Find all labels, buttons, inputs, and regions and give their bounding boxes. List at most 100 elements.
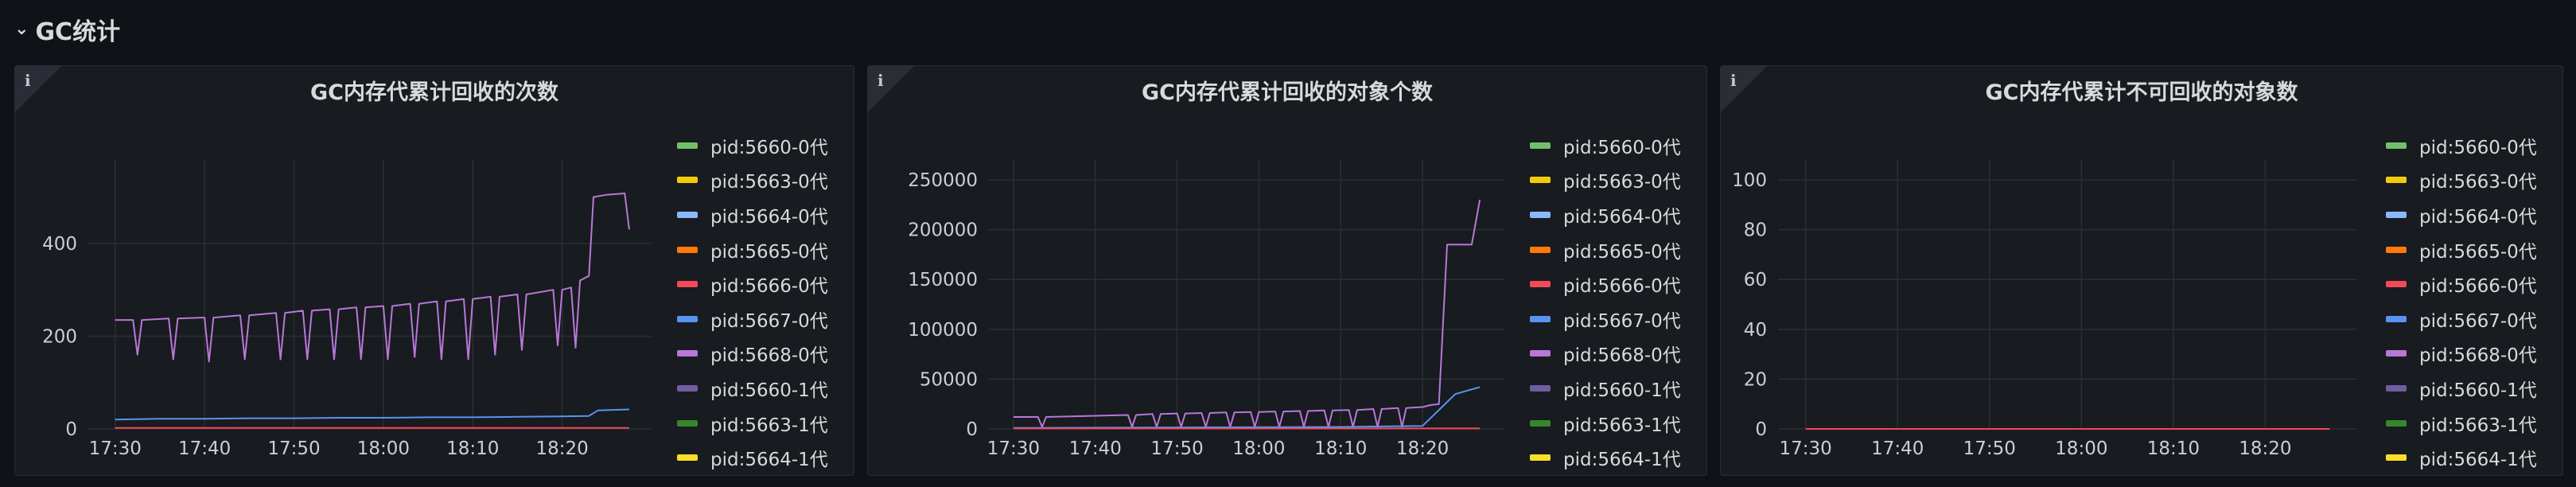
y-tick-label: 200000 <box>908 220 978 241</box>
chart-plot[interactable]: 0 50000 100000 150000 200000 250000 17:30 17:40… <box>868 66 1520 475</box>
info-icon[interactable]: i <box>25 71 31 90</box>
legend-item[interactable]: pid:5665-0代 <box>1530 232 1681 267</box>
legend-item[interactable]: pid:5664-0代 <box>2386 197 2537 232</box>
legend-item[interactable]: pid:5667-0代 <box>1530 302 1681 337</box>
legend-swatch <box>2386 281 2407 288</box>
legend-swatch <box>2386 419 2407 427</box>
info-icon[interactable]: i <box>1730 71 1737 90</box>
legend-swatch <box>677 384 698 392</box>
legend-swatch <box>677 142 698 149</box>
legend-label: pid:5666-0代 <box>2419 276 2537 298</box>
series-line[interactable] <box>115 408 629 421</box>
legend-item[interactable]: pid:5660-0代 <box>1530 128 1681 163</box>
legend-label: pid:5664-0代 <box>1563 206 1681 228</box>
x-tick-label: 18:00 <box>1232 438 1285 459</box>
legend: pid:5660-0代 pid:5663-0代 pid:5664-0代 pid:566… <box>2386 128 2537 475</box>
legend-item[interactable]: pid:5668-0代 <box>1530 337 1681 372</box>
legend-swatch <box>2386 350 2407 357</box>
legend-label: pid:5660-1代 <box>1563 380 1681 401</box>
legend-item[interactable]: pid:5668-0代 <box>677 337 828 372</box>
x-tick-label: 18:20 <box>535 438 588 459</box>
legend-item[interactable]: pid:5666-0代 <box>2386 267 2537 302</box>
legend: pid:5660-0代 pid:5663-0代 pid:5664-0代 pid:566… <box>677 128 828 475</box>
legend-swatch <box>2386 211 2407 218</box>
legend-item[interactable]: pid:5664-0代 <box>677 197 828 232</box>
row-header-gc[interactable]: ⌄ GC统计 <box>14 10 120 49</box>
legend-item[interactable]: pid:5664-1代 <box>2386 440 2537 475</box>
legend-item[interactable]: pid:5660-1代 <box>677 371 828 406</box>
legend-swatch <box>1530 350 1551 357</box>
legend-label: pid:5663-0代 <box>1563 172 1681 193</box>
legend-item[interactable]: pid:5665-0代 <box>677 232 828 267</box>
legend-item[interactable]: pid:5663-0代 <box>677 163 828 198</box>
chart-plot[interactable]: 0 200 400 17:30 17:40 17:50 18:00 18:10 18:20 <box>15 66 667 475</box>
chevron-down-icon[interactable]: ⌄ <box>14 18 29 39</box>
legend-swatch <box>677 419 698 427</box>
x-tick-label: 18:10 <box>446 438 499 459</box>
legend-label: pid:5663-1代 <box>2419 415 2537 436</box>
legend-item[interactable]: pid:5667-0代 <box>2386 302 2537 337</box>
legend-item[interactable]: pid:5663-1代 <box>677 406 828 441</box>
legend-label: pid:5665-0代 <box>1563 241 1681 263</box>
row-title: GC统计 <box>35 18 121 46</box>
legend-label: pid:5663-0代 <box>710 172 828 193</box>
legend-item[interactable]: pid:5667-0代 <box>677 302 828 337</box>
y-tick-label: 150000 <box>908 270 978 290</box>
chart-plot[interactable]: 0 20 40 60 80 100 17:30 17:40 17:50 18:00 18:10 18:… <box>1721 66 2373 475</box>
legend-label: pid:5665-0代 <box>2419 241 2537 263</box>
legend-item[interactable]: pid:5665-0代 <box>2386 232 2537 267</box>
legend-item[interactable]: pid:5666-0代 <box>677 267 828 302</box>
legend-item[interactable]: pid:5664-0代 <box>1530 197 1681 232</box>
legend-item[interactable]: pid:5660-0代 <box>677 128 828 163</box>
legend-label: pid:5660-1代 <box>2419 380 2537 401</box>
legend-item[interactable]: pid:5663-0代 <box>2386 163 2537 198</box>
legend-item[interactable]: pid:5663-0代 <box>1530 163 1681 198</box>
legend-swatch <box>2386 454 2407 462</box>
x-tick-label: 18:20 <box>1396 438 1449 459</box>
legend-item[interactable]: pid:5664-1代 <box>1530 440 1681 475</box>
x-tick-label: 17:50 <box>1150 438 1203 459</box>
legend-swatch <box>1530 142 1551 149</box>
legend-swatch <box>1530 177 1551 184</box>
y-tick-label: 400 <box>42 234 77 255</box>
legend-swatch <box>1530 281 1551 288</box>
legend-item[interactable]: pid:5663-1代 <box>2386 406 2537 441</box>
legend-swatch <box>677 315 698 322</box>
series-line[interactable] <box>1013 199 1481 428</box>
legend-label: pid:5660-1代 <box>710 380 828 401</box>
legend-swatch <box>677 350 698 357</box>
y-tick-label: 60 <box>1744 270 1767 290</box>
legend-swatch <box>1530 454 1551 462</box>
legend-item[interactable]: pid:5668-0代 <box>2386 337 2537 372</box>
legend-swatch <box>1530 315 1551 322</box>
legend-swatch <box>1530 419 1551 427</box>
legend-item[interactable]: pid:5664-1代 <box>677 440 828 475</box>
legend-label: pid:5664-1代 <box>2419 450 2537 471</box>
legend-swatch <box>2386 384 2407 392</box>
legend-item[interactable]: pid:5663-1代 <box>1530 406 1681 441</box>
info-icon[interactable]: i <box>877 71 884 90</box>
panel-title: GC内存代累计回收的次数 <box>310 80 558 105</box>
legend-label: pid:5665-0代 <box>710 241 828 263</box>
legend-swatch <box>1530 211 1551 218</box>
series-line[interactable] <box>115 193 630 363</box>
panel-title: GC内存代累计不可回收的对象数 <box>1985 80 2298 105</box>
x-tick-label: 17:40 <box>178 438 231 459</box>
legend-item[interactable]: pid:5660-1代 <box>2386 371 2537 406</box>
series-line[interactable] <box>1013 386 1481 429</box>
legend-item[interactable]: pid:5660-0代 <box>2386 128 2537 163</box>
legend-swatch <box>2386 177 2407 184</box>
legend-swatch <box>677 177 698 184</box>
x-tick-label: 17:30 <box>89 438 142 459</box>
legend-item[interactable]: pid:5666-0代 <box>1530 267 1681 302</box>
legend-swatch <box>677 211 698 218</box>
legend-label: pid:5668-0代 <box>1563 345 1681 367</box>
legend-swatch <box>677 454 698 462</box>
legend: pid:5660-0代 pid:5663-0代 pid:5664-0代 pid:566… <box>1530 128 1681 475</box>
x-tick-label: 18:20 <box>2239 438 2291 459</box>
y-tick-label: 0 <box>65 419 77 440</box>
panel-gc-uncollectable: i GC内存代累计不可回收的对象数 0 20 40 60 80 100 17:30 17:40… <box>1720 65 2563 476</box>
y-tick-label: 80 <box>1744 220 1767 241</box>
legend-item[interactable]: pid:5660-1代 <box>1530 371 1681 406</box>
y-tick-label: 100 <box>1732 170 1767 191</box>
